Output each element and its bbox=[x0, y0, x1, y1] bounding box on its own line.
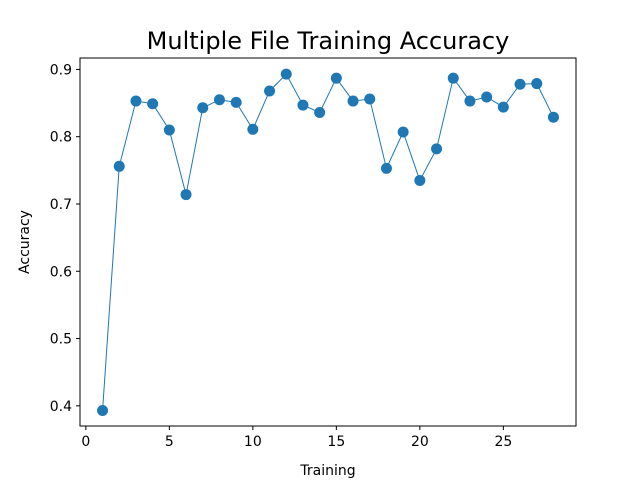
data-point bbox=[547, 111, 559, 123]
data-point bbox=[130, 95, 142, 107]
data-point bbox=[197, 102, 209, 114]
plot-frame bbox=[79, 57, 577, 427]
x-tick-label: 5 bbox=[165, 434, 174, 450]
data-point bbox=[314, 106, 326, 118]
data-point bbox=[297, 99, 309, 111]
data-point bbox=[497, 101, 509, 113]
y-tick-label: 0.6 bbox=[50, 264, 72, 280]
data-point bbox=[514, 78, 526, 90]
data-point bbox=[264, 85, 276, 97]
y-tick-label: 0.5 bbox=[50, 332, 72, 348]
y-axis-label: Accuracy bbox=[17, 210, 33, 274]
x-tick-label: 20 bbox=[411, 434, 429, 450]
data-point bbox=[113, 160, 125, 172]
data-point bbox=[431, 143, 443, 155]
data-point bbox=[247, 123, 259, 135]
data-point bbox=[97, 405, 109, 417]
plot-area bbox=[97, 68, 559, 417]
data-point bbox=[531, 78, 543, 90]
accuracy-line bbox=[102, 73, 554, 411]
x-tick-label: 0 bbox=[81, 434, 90, 450]
data-point bbox=[347, 95, 359, 107]
data-point bbox=[147, 98, 159, 110]
data-point bbox=[481, 91, 493, 103]
y-tick-label: 0.8 bbox=[50, 130, 72, 146]
data-point bbox=[180, 189, 192, 201]
x-tick-label: 10 bbox=[244, 434, 262, 450]
data-point bbox=[397, 126, 409, 138]
x-tick-label: 15 bbox=[327, 434, 345, 450]
chart-title: Multiple File Training Accuracy bbox=[147, 27, 510, 55]
y-axis: 0.4 0.5 0.6 0.7 0.8 0.9 bbox=[50, 62, 80, 415]
x-axis: 0 5 10 15 20 25 bbox=[81, 426, 512, 450]
y-tick-label: 0.7 bbox=[50, 197, 72, 213]
data-point bbox=[380, 162, 392, 174]
data-point bbox=[213, 94, 225, 106]
y-tick-label: 0.9 bbox=[50, 62, 72, 78]
data-point bbox=[364, 93, 376, 105]
data-point bbox=[230, 96, 242, 108]
data-point bbox=[414, 174, 426, 186]
x-tick-label: 25 bbox=[494, 434, 512, 450]
data-point bbox=[464, 95, 476, 107]
y-tick-label: 0.4 bbox=[50, 399, 72, 415]
data-point bbox=[280, 68, 292, 80]
x-axis-label: Training bbox=[299, 463, 355, 479]
data-point bbox=[163, 124, 175, 136]
data-point bbox=[447, 72, 459, 84]
data-point bbox=[330, 72, 342, 84]
